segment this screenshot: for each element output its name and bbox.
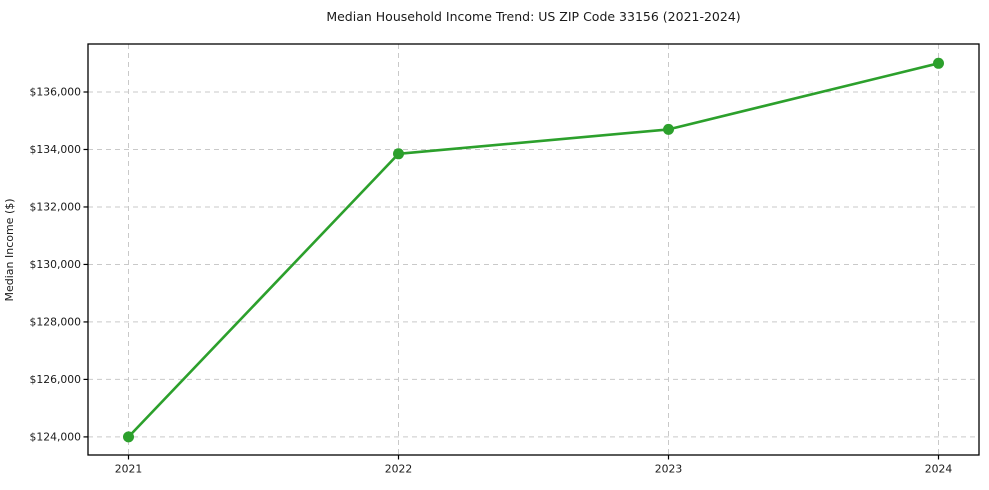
axes-frame	[87, 43, 980, 456]
y-tick-label: $136,000	[29, 86, 81, 99]
y-tick-label: $134,000	[29, 143, 81, 156]
y-tick-label: $124,000	[29, 431, 81, 444]
x-tick-label: 2021	[115, 463, 142, 476]
plot-area: 2021 2022 2023 2024 $124,000 $126,000 $128,000…	[29, 43, 980, 476]
data-point-2022	[393, 148, 404, 160]
data-point-2023	[663, 123, 674, 135]
x-tick-label: 2022	[385, 463, 412, 476]
data-point-2021	[123, 431, 134, 443]
y-tick-label: $132,000	[29, 201, 81, 214]
chart-title: Median Household Income Trend: US ZIP Co…	[326, 9, 740, 24]
trend-line	[127, 61, 940, 439]
y-tick-label: $126,000	[29, 373, 81, 386]
data-point-2024	[933, 57, 944, 69]
x-tick-label: 2023	[655, 463, 682, 476]
y-tick-label: $128,000	[29, 316, 81, 329]
y-tick-label: $130,000	[29, 258, 81, 271]
y-axis-label: Median Income ($)	[3, 198, 16, 301]
x-tick-label: 2024	[925, 463, 953, 476]
